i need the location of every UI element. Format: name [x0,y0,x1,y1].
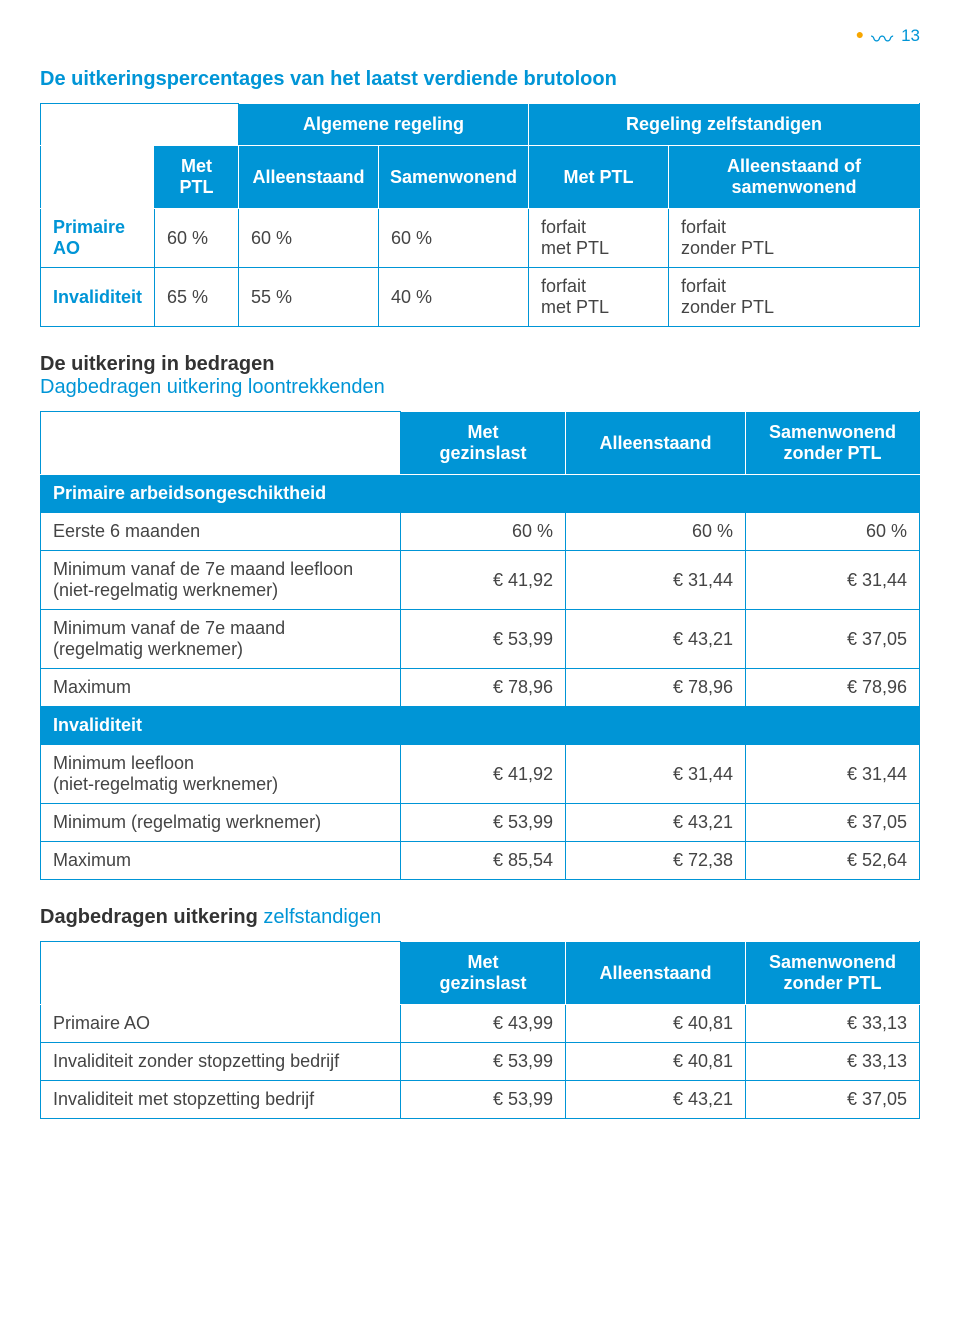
col-gezinslast: Met gezinslast [401,942,566,1005]
cell: € 53,99 [401,1081,566,1119]
table-percentages: Algemene regeling Regeling zelfstandigen… [40,103,920,327]
page-number: 13 [901,26,920,46]
heading-bedragen-blue: Dagbedragen uitkering loontrekkenden [40,376,920,399]
table1-group-header: Algemene regeling Regeling zelfstandigen [41,104,920,146]
row-label: Maximum [41,842,401,880]
table-row: Minimum leefloon (niet-regelmatig werkne… [41,745,920,804]
table-row: Maximum € 85,54 € 72,38 € 52,64 [41,842,920,880]
cell: € 37,05 [746,1081,920,1119]
cell: € 31,44 [566,745,746,804]
table-row: Minimum vanaf de 7e maand (regelmatig we… [41,610,920,669]
table-zelfstandigen: Met gezinslast Alleenstaand Samenwonend … [40,941,920,1119]
cell: € 40,81 [566,1005,746,1043]
heading-zelfstandigen: Dagbedragen uitkering zelfstandigen [40,906,920,929]
col-samen: Samenwonend zonder PTL [746,942,920,1005]
row-label: Invaliditeit met stopzetting bedrijf [41,1081,401,1119]
cell: 55 % [239,268,379,327]
cell: € 78,96 [746,669,920,707]
col-alleen-of: Alleenstaand of samenwonend [669,146,920,209]
cell: € 78,96 [566,669,746,707]
table2-section-invaliditeit: Invaliditeit [41,707,920,745]
cell: forfait zonder PTL [669,209,920,268]
row-label: Primaire AO [41,1005,401,1043]
cell: € 41,92 [401,745,566,804]
row-label: Invaliditeit [41,268,155,327]
col-alleen: Alleenstaand [566,942,746,1005]
cell: € 43,21 [566,1081,746,1119]
cell: € 53,99 [401,804,566,842]
cell: € 72,38 [566,842,746,880]
cell: 60 % [401,513,566,551]
cell: € 31,44 [746,745,920,804]
cell: € 31,44 [746,551,920,610]
table-row: Invaliditeit zonder stopzetting bedrijf … [41,1043,920,1081]
cell: 40 % [379,268,529,327]
table-row: Maximum € 78,96 € 78,96 € 78,96 [41,669,920,707]
table-row: Eerste 6 maanden 60 % 60 % 60 % [41,513,920,551]
row-label: Minimum (regelmatig werknemer) [41,804,401,842]
col-met-ptl: Met PTL [155,146,239,209]
page-header: ●〰 13 [40,20,920,52]
col-samen: Samenwonend [379,146,529,209]
cell: forfait zonder PTL [669,268,920,327]
table2-section-primaire: Primaire arbeidsongeschiktheid [41,475,920,513]
col-samen: Samenwonend zonder PTL [746,412,920,475]
col-group-algemene: Algemene regeling [239,104,529,146]
table3-col-header: Met gezinslast Alleenstaand Samenwonend … [41,942,920,1005]
col-alleen: Alleenstaand [566,412,746,475]
row-label: Minimum leefloon (niet-regelmatig werkne… [41,745,401,804]
cell: € 53,99 [401,1043,566,1081]
cell: 60 % [239,209,379,268]
cell: € 37,05 [746,804,920,842]
heading-zelfstandigen-black: Dagbedragen uitkering [40,906,263,928]
table-row: Invaliditeit 65 % 55 % 40 % forfait met … [41,268,920,327]
col-gezinslast: Met gezinslast [401,412,566,475]
cell: 65 % [155,268,239,327]
col-met-ptl2: Met PTL [529,146,669,209]
cell: forfait met PTL [529,209,669,268]
row-label: Minimum vanaf de 7e maand leefloon (niet… [41,551,401,610]
cell: 60 % [155,209,239,268]
cell: € 40,81 [566,1043,746,1081]
cell: € 43,99 [401,1005,566,1043]
cell: € 85,54 [401,842,566,880]
col-alleen: Alleenstaand [239,146,379,209]
row-label: Invaliditeit zonder stopzetting bedrijf [41,1043,401,1081]
heading-zelfstandigen-blue: zelfstandigen [263,906,381,928]
table-loontrekkenden: Met gezinslast Alleenstaand Samenwonend … [40,411,920,880]
section-label: Invaliditeit [41,707,920,745]
cell: forfait met PTL [529,268,669,327]
table2-col-header: Met gezinslast Alleenstaand Samenwonend … [41,412,920,475]
cell: € 43,21 [566,804,746,842]
table-row: Invaliditeit met stopzetting bedrijf € 5… [41,1081,920,1119]
cell: € 31,44 [566,551,746,610]
cell: 60 % [566,513,746,551]
cell: 60 % [746,513,920,551]
cell: € 41,92 [401,551,566,610]
cell: € 33,13 [746,1005,920,1043]
cell: € 37,05 [746,610,920,669]
table-row: Minimum vanaf de 7e maand leefloon (niet… [41,551,920,610]
heading-percentages: De uitkeringspercentages van het laatst … [40,68,920,91]
table-row: Primaire AO € 43,99 € 40,81 € 33,13 [41,1005,920,1043]
table1-col-header: Met PTL Alleenstaand Samenwonend Met PTL… [41,146,920,209]
section-label: Primaire arbeidsongeschiktheid [41,475,920,513]
logo-icon: ●〰 [863,22,893,54]
table-row: Minimum (regelmatig werknemer) € 53,99 €… [41,804,920,842]
cell: 60 % [379,209,529,268]
heading-bedragen-black: De uitkering in bedragen [40,353,920,376]
row-label: Primaire AO [41,209,155,268]
cell: € 43,21 [566,610,746,669]
cell: € 52,64 [746,842,920,880]
row-label: Eerste 6 maanden [41,513,401,551]
cell: € 78,96 [401,669,566,707]
cell: € 53,99 [401,610,566,669]
row-label: Minimum vanaf de 7e maand (regelmatig we… [41,610,401,669]
col-group-zelfstandigen: Regeling zelfstandigen [529,104,920,146]
row-label: Maximum [41,669,401,707]
cell: € 33,13 [746,1043,920,1081]
table-row: Primaire AO 60 % 60 % 60 % forfait met P… [41,209,920,268]
